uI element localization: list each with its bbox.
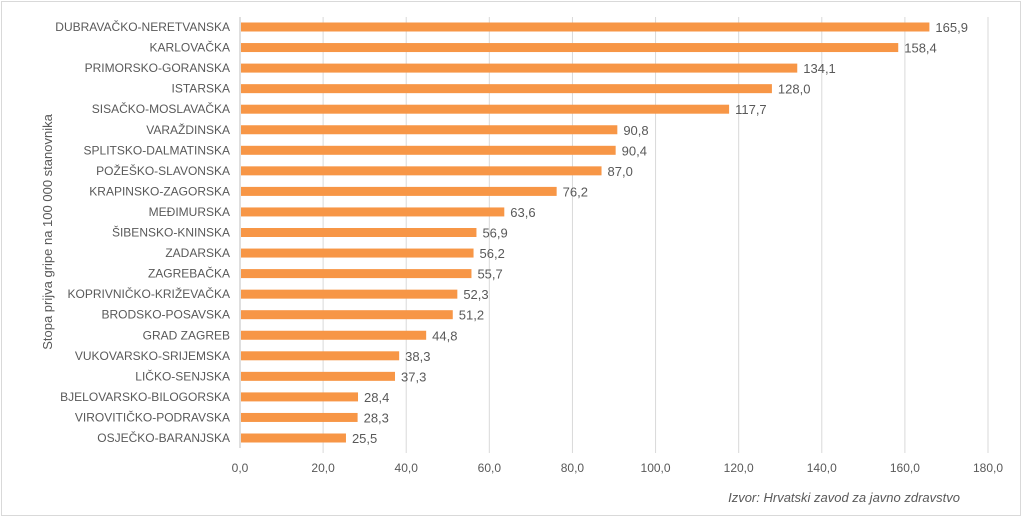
category-label: ZADARSKA — [165, 246, 230, 260]
category-label: VARAŽDINSKA — [146, 122, 230, 137]
source-note: Izvor: Hrvatski zavod za javno zdravstvo — [728, 490, 960, 505]
bar — [241, 207, 505, 217]
category-label: VIROVITIČKO-PODRAVSKA — [75, 409, 230, 424]
bar — [241, 228, 477, 237]
bar — [241, 125, 618, 135]
x-tick-label: 20,0 — [311, 461, 335, 475]
value-label: 25,5 — [352, 431, 377, 446]
category-label: ZAGREBAČKA — [148, 266, 230, 281]
value-label: 44,8 — [432, 328, 457, 343]
bar — [241, 22, 930, 32]
value-label: 87,0 — [608, 164, 633, 179]
value-label: 63,6 — [510, 205, 535, 220]
x-tick-label: 40,0 — [395, 461, 419, 475]
category-label: BRODSKO-POSAVSKA — [102, 308, 230, 322]
value-label: 90,8 — [623, 123, 648, 138]
category-label: MEĐIMURSKA — [149, 205, 230, 219]
bar — [241, 43, 899, 53]
bar — [241, 248, 474, 258]
y-axis-title: Stopa prijva gripe na 100 000 stanovnika — [40, 113, 55, 349]
bar — [241, 433, 346, 443]
bar — [241, 371, 396, 381]
bar — [241, 63, 798, 73]
value-label: 134,1 — [803, 61, 836, 76]
value-label: 56,2 — [480, 246, 505, 261]
bar — [241, 310, 453, 320]
category-label: KOPRIVNIČKO-KRIŽEVAČKA — [68, 286, 230, 301]
x-tick-label: 80,0 — [561, 461, 585, 475]
bar — [241, 330, 427, 340]
value-label: 128,0 — [778, 82, 811, 97]
value-label: 165,9 — [935, 20, 968, 35]
value-label: 76,2 — [563, 184, 588, 199]
x-tick-label: 160,0 — [890, 461, 920, 475]
x-tick-label: 100,0 — [641, 461, 671, 475]
category-label: LIČKO-SENJSKA — [135, 368, 230, 383]
value-label: 158,4 — [904, 41, 937, 56]
value-label: 90,4 — [622, 143, 647, 158]
x-tick-label: 180,0 — [973, 461, 1003, 475]
value-label: 38,3 — [405, 349, 430, 364]
category-label: PRIMORSKO-GORANSKA — [85, 61, 230, 75]
bar — [241, 145, 616, 155]
category-label: BJELOVARSKO-BILOGORSKA — [60, 390, 230, 404]
value-label: 55,7 — [477, 267, 502, 282]
value-label: 117,7 — [735, 102, 767, 117]
category-label: ŠIBENSKO-KNINSKA — [112, 225, 230, 240]
bar — [241, 186, 557, 196]
category-label: KARLOVAČKA — [150, 40, 230, 55]
category-label: POŽEŠKO-SLAVONSKA — [96, 163, 230, 178]
x-tick-label: 0,0 — [232, 461, 249, 475]
category-label: OSJEČKO-BARANJSKA — [97, 430, 230, 445]
bar — [241, 104, 730, 114]
category-label: SISAČKO-MOSLAVAČKA — [92, 101, 230, 116]
x-tick-label: 60,0 — [478, 461, 502, 475]
category-label: ISTARSKA — [172, 82, 230, 96]
bar — [241, 166, 602, 176]
category-label: VUKOVARSKO-SRIJEMSKA — [75, 349, 230, 363]
bar — [241, 392, 359, 402]
bar — [241, 269, 472, 279]
value-label: 56,9 — [482, 226, 507, 241]
bar — [241, 412, 358, 422]
value-label: 52,3 — [463, 287, 488, 302]
value-label: 28,3 — [364, 410, 389, 425]
bar — [241, 289, 458, 299]
bar — [241, 84, 772, 94]
category-label: KRAPINSKO-ZAGORSKA — [89, 184, 230, 198]
value-label: 37,3 — [401, 369, 426, 384]
x-tick-label: 120,0 — [724, 461, 754, 475]
category-label: DUBRAVAČKO-NERETVANSKA — [55, 19, 230, 34]
value-label: 51,2 — [459, 308, 484, 323]
category-label: SPLITSKO-DALMATINSKA — [84, 143, 230, 157]
value-label: 28,4 — [364, 390, 389, 405]
bar — [241, 351, 400, 361]
x-tick-label: 140,0 — [807, 461, 837, 475]
category-label: GRAD ZAGREB — [143, 328, 230, 342]
